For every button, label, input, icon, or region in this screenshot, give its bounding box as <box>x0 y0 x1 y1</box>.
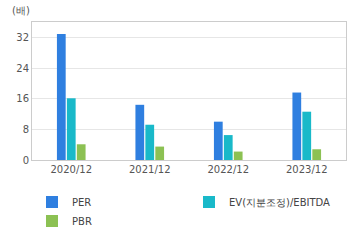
svg-text:8: 8 <box>23 124 29 135</box>
svg-text:(배): (배) <box>12 5 30 16</box>
svg-text:16: 16 <box>16 93 29 104</box>
svg-text:2022/12: 2022/12 <box>207 164 249 175</box>
svg-text:EV(지분조정)/EBITDA: EV(지분조정)/EBITDA <box>229 197 330 208</box>
svg-text:2021/12: 2021/12 <box>129 164 171 175</box>
svg-text:32: 32 <box>16 32 29 43</box>
svg-text:PBR: PBR <box>72 216 92 227</box>
svg-text:PER: PER <box>72 197 91 208</box>
svg-text:2020/12: 2020/12 <box>50 164 92 175</box>
svg-text:2023/12: 2023/12 <box>286 164 328 175</box>
svg-text:0: 0 <box>23 155 29 166</box>
svg-text:24: 24 <box>16 63 29 74</box>
